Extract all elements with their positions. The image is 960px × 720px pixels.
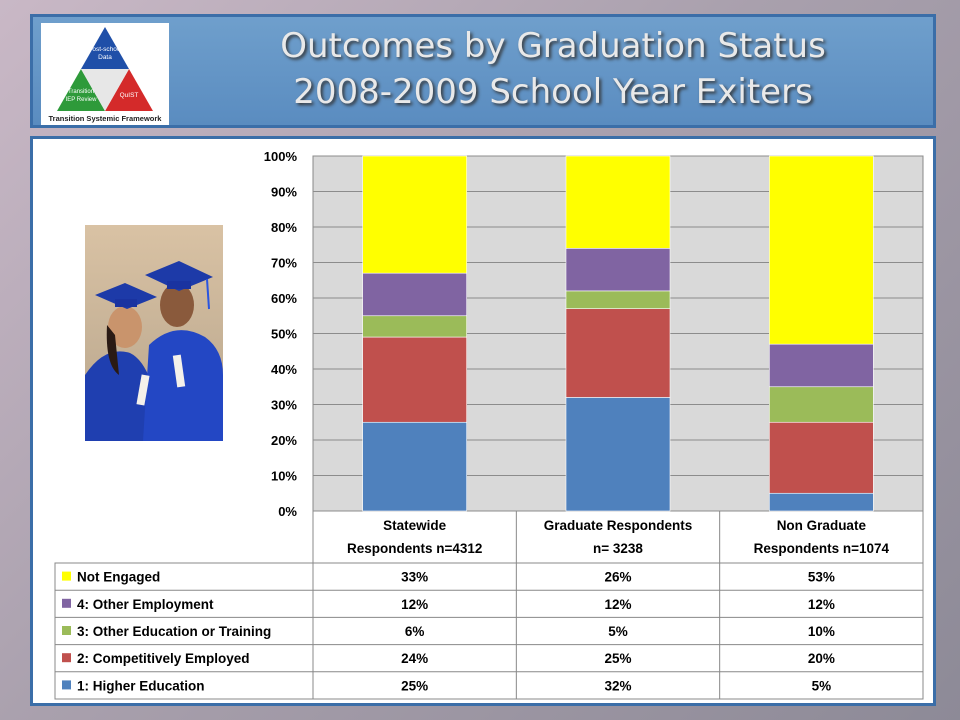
y-tick-label: 40% (271, 362, 297, 377)
data-label: 53% (808, 570, 835, 585)
bar-segment (565, 308, 671, 398)
data-label: 10% (808, 624, 835, 639)
data-label: 25% (401, 678, 428, 693)
logo-caption: Transition Systemic Framework (48, 114, 162, 123)
y-tick-label: 0% (278, 504, 297, 519)
data-label: 26% (604, 570, 631, 585)
category-label: Respondents n=1074 (754, 541, 890, 556)
bar-segment (362, 155, 467, 274)
data-label: 6% (405, 624, 425, 639)
y-tick-label: 90% (271, 185, 297, 200)
y-tick-label: 70% (271, 256, 297, 271)
legend-label: 2: Competitively Employed (77, 651, 250, 666)
legend-label: 1: Higher Education (77, 678, 205, 693)
data-label: 25% (604, 651, 631, 666)
bar-segment (362, 421, 467, 512)
graduates-photo (85, 225, 223, 441)
category-label: Respondents n=4312 (347, 541, 482, 556)
legend-label: Not Engaged (77, 570, 160, 585)
category-label: Graduate Respondents (544, 518, 693, 533)
category-label: Non Graduate (777, 518, 867, 533)
y-tick-label: 80% (271, 220, 297, 235)
logo-left-label-1: Transition (68, 89, 94, 95)
data-label: 12% (401, 597, 428, 612)
title-banner: Post-school Data Transition IEP Review Q… (30, 14, 936, 128)
data-label: 5% (608, 624, 628, 639)
bar-segment (769, 492, 874, 512)
logo-left-label-2: IEP Review (66, 97, 98, 103)
category-label: n= 3238 (593, 541, 643, 556)
bar-segment (769, 386, 874, 423)
bar-segment (769, 421, 874, 494)
stacked-bar-chart: 0% 10% 20% 30% 40% 50% 60% 70% 80% 90% 100% Statew… (54, 149, 924, 700)
page-title: Outcomes by Graduation Status 2008-2009 … (183, 23, 923, 115)
legend-key (62, 598, 71, 608)
bar-segment (362, 315, 467, 338)
data-label: 20% (808, 651, 835, 666)
framework-logo: Post-school Data Transition IEP Review Q… (41, 23, 169, 125)
bar-segment (565, 290, 671, 309)
title-line-1: Outcomes by Graduation Status (280, 26, 826, 66)
legend-label: 4: Other Employment (77, 597, 214, 612)
bar-segment (769, 343, 874, 388)
legend-key (62, 653, 71, 663)
y-tick-label: 50% (271, 327, 297, 342)
y-tick-label: 60% (271, 291, 297, 306)
data-label: 5% (812, 678, 832, 693)
title-line-2: 2008-2009 School Year Exiters (293, 72, 813, 112)
bar-segment (362, 272, 467, 317)
data-label: 12% (808, 597, 835, 612)
data-label: 12% (604, 597, 631, 612)
bar-segment (565, 397, 671, 512)
y-tick-label: 10% (271, 469, 297, 484)
y-tick-label: 100% (264, 149, 298, 164)
data-label: 33% (401, 570, 428, 585)
logo-top-label-2: Data (98, 54, 112, 61)
data-label: 32% (604, 678, 631, 693)
chart-panel: 0% 10% 20% 30% 40% 50% 60% 70% 80% 90% 100% Statew… (30, 136, 936, 706)
category-label: Statewide (383, 518, 447, 533)
legend-key (62, 626, 71, 635)
logo-top-label-1: Post-school (88, 46, 123, 53)
bar-segment (362, 336, 467, 423)
y-tick-label: 20% (271, 433, 297, 448)
y-tick-label: 30% (271, 398, 297, 413)
bar-segment (565, 155, 671, 249)
bar-segment (769, 155, 874, 345)
legend-key (62, 571, 71, 581)
legend-key (62, 680, 71, 690)
data-label: 24% (401, 651, 428, 666)
logo-right-label: QuIST (120, 92, 139, 99)
bar-segment (565, 248, 671, 292)
legend-label: 3: Other Education or Training (77, 624, 271, 639)
